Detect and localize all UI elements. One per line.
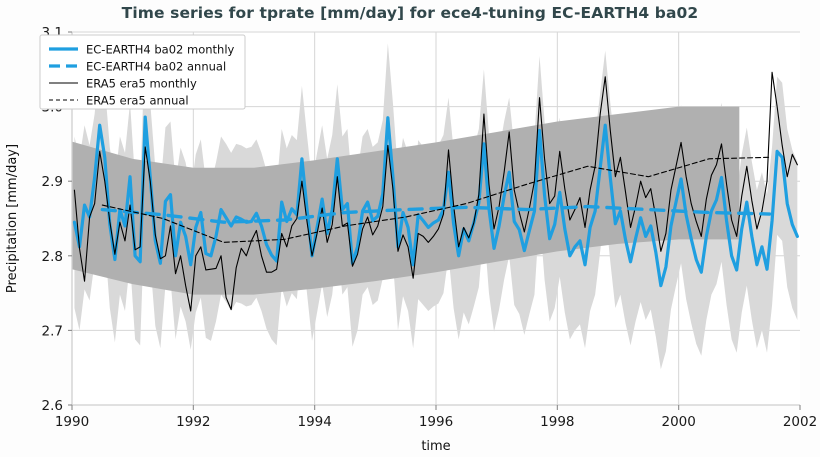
legend-background xyxy=(39,34,246,110)
x-tick-label: 1998 xyxy=(540,414,574,430)
inner-trend-band xyxy=(72,106,740,295)
x-tick-label: 1996 xyxy=(419,414,453,430)
x-axis-label: time xyxy=(421,439,450,454)
legend-label: EC-EARTH4 ba02 annual xyxy=(86,60,226,74)
x-tick-label: 1992 xyxy=(176,414,210,430)
series-line xyxy=(100,204,772,224)
x-tick-label: 2000 xyxy=(661,414,695,430)
y-tick-label: 2.6 xyxy=(42,398,63,414)
series-line xyxy=(72,115,799,288)
y-tick-label: 2.9 xyxy=(42,174,63,190)
series-line xyxy=(101,156,771,243)
x-tick-label: 1994 xyxy=(297,414,331,430)
legend-label: EC-EARTH4 ba02 monthly xyxy=(86,43,235,57)
y-axis-label: Precipitation [mm/day] xyxy=(5,144,20,293)
series-line xyxy=(73,71,798,312)
y-tick-label: 2.8 xyxy=(42,249,63,265)
legend-label: ERA5 era5 monthly xyxy=(86,77,197,91)
chart-title: Time series for tprate [mm/day] for ece4… xyxy=(121,4,699,22)
x-tick-label: 2002 xyxy=(783,414,817,430)
chart-legend: EC-EARTH4 ba02 monthly EC-EARTH4 ba02 ann… xyxy=(39,34,246,110)
x-tick-label: 1990 xyxy=(55,414,89,430)
legend-label: ERA5 era5 annual xyxy=(86,94,189,108)
y-tick-label: 2.7 xyxy=(42,323,63,339)
